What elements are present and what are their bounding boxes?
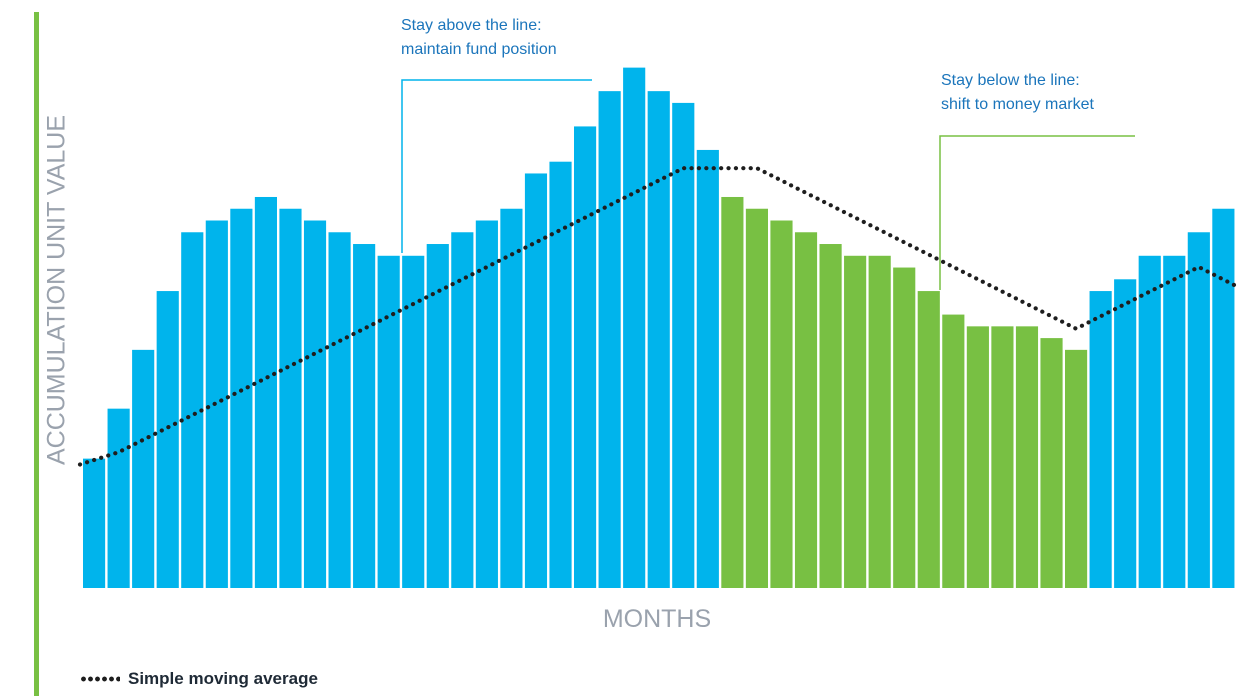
bar-35 (917, 291, 940, 588)
bar-15 (426, 244, 449, 588)
annotation-above: Stay above the line: maintain fund posit… (401, 14, 557, 62)
bar-39 (1015, 326, 1039, 588)
bar-21 (574, 126, 597, 589)
bar-16 (451, 232, 474, 588)
bar-43 (1114, 279, 1137, 588)
bar-20 (549, 161, 572, 588)
bar-22 (598, 91, 621, 588)
bar-42 (1089, 291, 1112, 588)
bar-19 (524, 173, 548, 588)
bar-9 (279, 208, 302, 589)
bar-series (83, 67, 1235, 589)
bar-47 (1212, 208, 1235, 589)
legend: Simple moving average (80, 666, 318, 692)
bar-10 (303, 220, 327, 588)
bar-45 (1163, 255, 1186, 588)
bar-41 (1065, 349, 1088, 588)
annotation-leaders (401, 79, 1135, 290)
bar-4 (156, 291, 179, 588)
bar-2 (107, 408, 130, 588)
annotation-above-line2: maintain fund position (401, 41, 557, 58)
annotation-below: Stay below the line: shift to money mark… (941, 69, 1094, 117)
bar-14 (402, 255, 425, 588)
bar-31 (819, 244, 842, 588)
bar-27 (721, 196, 744, 589)
bar-40 (1040, 338, 1063, 588)
moving-average-line (77, 166, 1237, 467)
moving-average-legend-swatch (80, 675, 120, 683)
bar-33 (868, 255, 891, 588)
annotation-above-leader (401, 79, 592, 253)
bar-11 (328, 232, 351, 588)
annotation-above-line1: Stay above the line: (401, 17, 542, 34)
moving-average-series (77, 166, 1237, 467)
bar-12 (353, 244, 376, 588)
bar-38 (991, 326, 1014, 588)
bar-8 (254, 196, 277, 589)
bar-29 (770, 220, 793, 588)
bar-6 (205, 220, 228, 588)
bar-37 (966, 326, 989, 588)
bar-13 (377, 255, 400, 588)
y-axis-label: ACCUMULATION UNIT VALUE (42, 114, 71, 466)
bar-34 (893, 267, 916, 588)
bar-28 (745, 208, 768, 589)
bar-36 (942, 314, 965, 588)
bar-25 (672, 102, 695, 589)
annotation-below-line1: Stay below the line: (941, 72, 1080, 89)
bar-17 (475, 220, 498, 588)
x-axis-label: MONTHS (602, 605, 712, 633)
bar-1 (83, 458, 106, 588)
bar-3 (132, 349, 155, 588)
bar-7 (230, 208, 253, 589)
bar-23 (623, 67, 646, 589)
left-accent-rule (34, 12, 39, 696)
annotation-below-line2: shift to money market (941, 96, 1094, 113)
bar-5 (181, 232, 204, 588)
bar-30 (794, 232, 818, 588)
bar-46 (1187, 232, 1210, 588)
bar-18 (500, 208, 523, 589)
bar-26 (696, 149, 719, 588)
bar-24 (647, 91, 670, 588)
bar-32 (844, 255, 867, 588)
annotation-below-leader (939, 135, 1135, 290)
bar-44 (1138, 255, 1161, 588)
legend-label: Simple moving average (128, 669, 318, 688)
